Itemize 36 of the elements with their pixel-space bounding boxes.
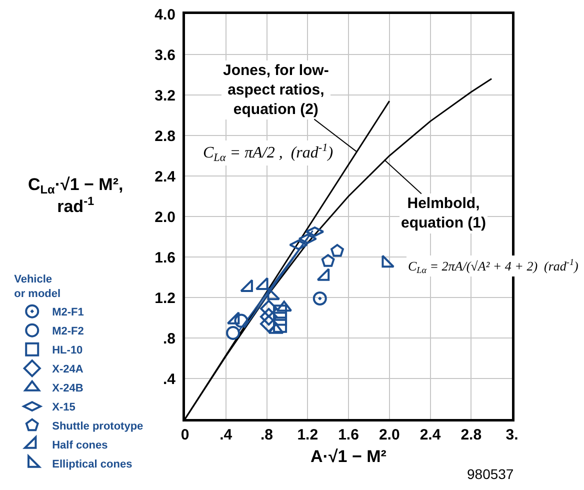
annotation: C$_{Lα}$ = 2πA/(√A² + 4 + 2) (rad$^{-1}$)	[408, 257, 578, 276]
y-tick-label: 2.4	[154, 168, 176, 186]
legend-label: HL-10	[52, 344, 83, 357]
x-tick-label: 1.2	[297, 426, 318, 444]
legend-label: Shuttle prototype	[52, 420, 144, 433]
legend-label: M2-F2	[52, 326, 84, 338]
legend-label: Half cones	[52, 440, 108, 452]
annotation: Jones, for low- aspect ratios, equation (2)	[223, 62, 329, 118]
legend-label: Elliptical cones	[52, 458, 132, 471]
y-tick-label: 3.2	[154, 87, 176, 104]
legend-label: X-24A	[52, 364, 84, 376]
y-tick-label: .8	[162, 330, 176, 348]
x-tick-label: .4	[220, 426, 233, 444]
x-axis-title: A·√1 − M²	[310, 447, 387, 466]
x-tick-label: 2.0	[378, 426, 400, 444]
legend-label: M2-F1	[52, 306, 84, 319]
annotation: Helmbold, equation (1)	[401, 195, 486, 232]
annotation: C$_{Lα}$ = πA/2 , (rad$^{-1}$)	[203, 142, 334, 164]
y-tick-label: 3.6	[154, 46, 176, 64]
x-tick-label: .8	[260, 426, 274, 444]
x-tick-label: 1.6	[338, 426, 359, 444]
x-tick-label: 2.8	[460, 426, 482, 444]
y-axis-title: C$_{Lα}$·√1 − M², rad$^{-1}$	[28, 175, 124, 216]
y-tick-label: 4.0	[154, 6, 176, 24]
legend-label: X-24B	[52, 382, 84, 395]
y-tick-label: 2.8	[154, 128, 176, 145]
y-tick-label: 1.6	[154, 249, 176, 266]
x-tick-label: 3.	[506, 426, 518, 444]
x-tick-label: 0	[180, 426, 190, 444]
y-tick-label: 1.2	[154, 290, 176, 307]
y-tick-label: .4	[162, 370, 176, 388]
y-tick-label: 2.0	[154, 208, 176, 226]
text: 980537	[467, 466, 514, 482]
legend-title: Vehicle or model	[14, 274, 61, 300]
legend-label: X-15	[52, 402, 76, 414]
x-tick-label: 2.4	[420, 426, 442, 444]
